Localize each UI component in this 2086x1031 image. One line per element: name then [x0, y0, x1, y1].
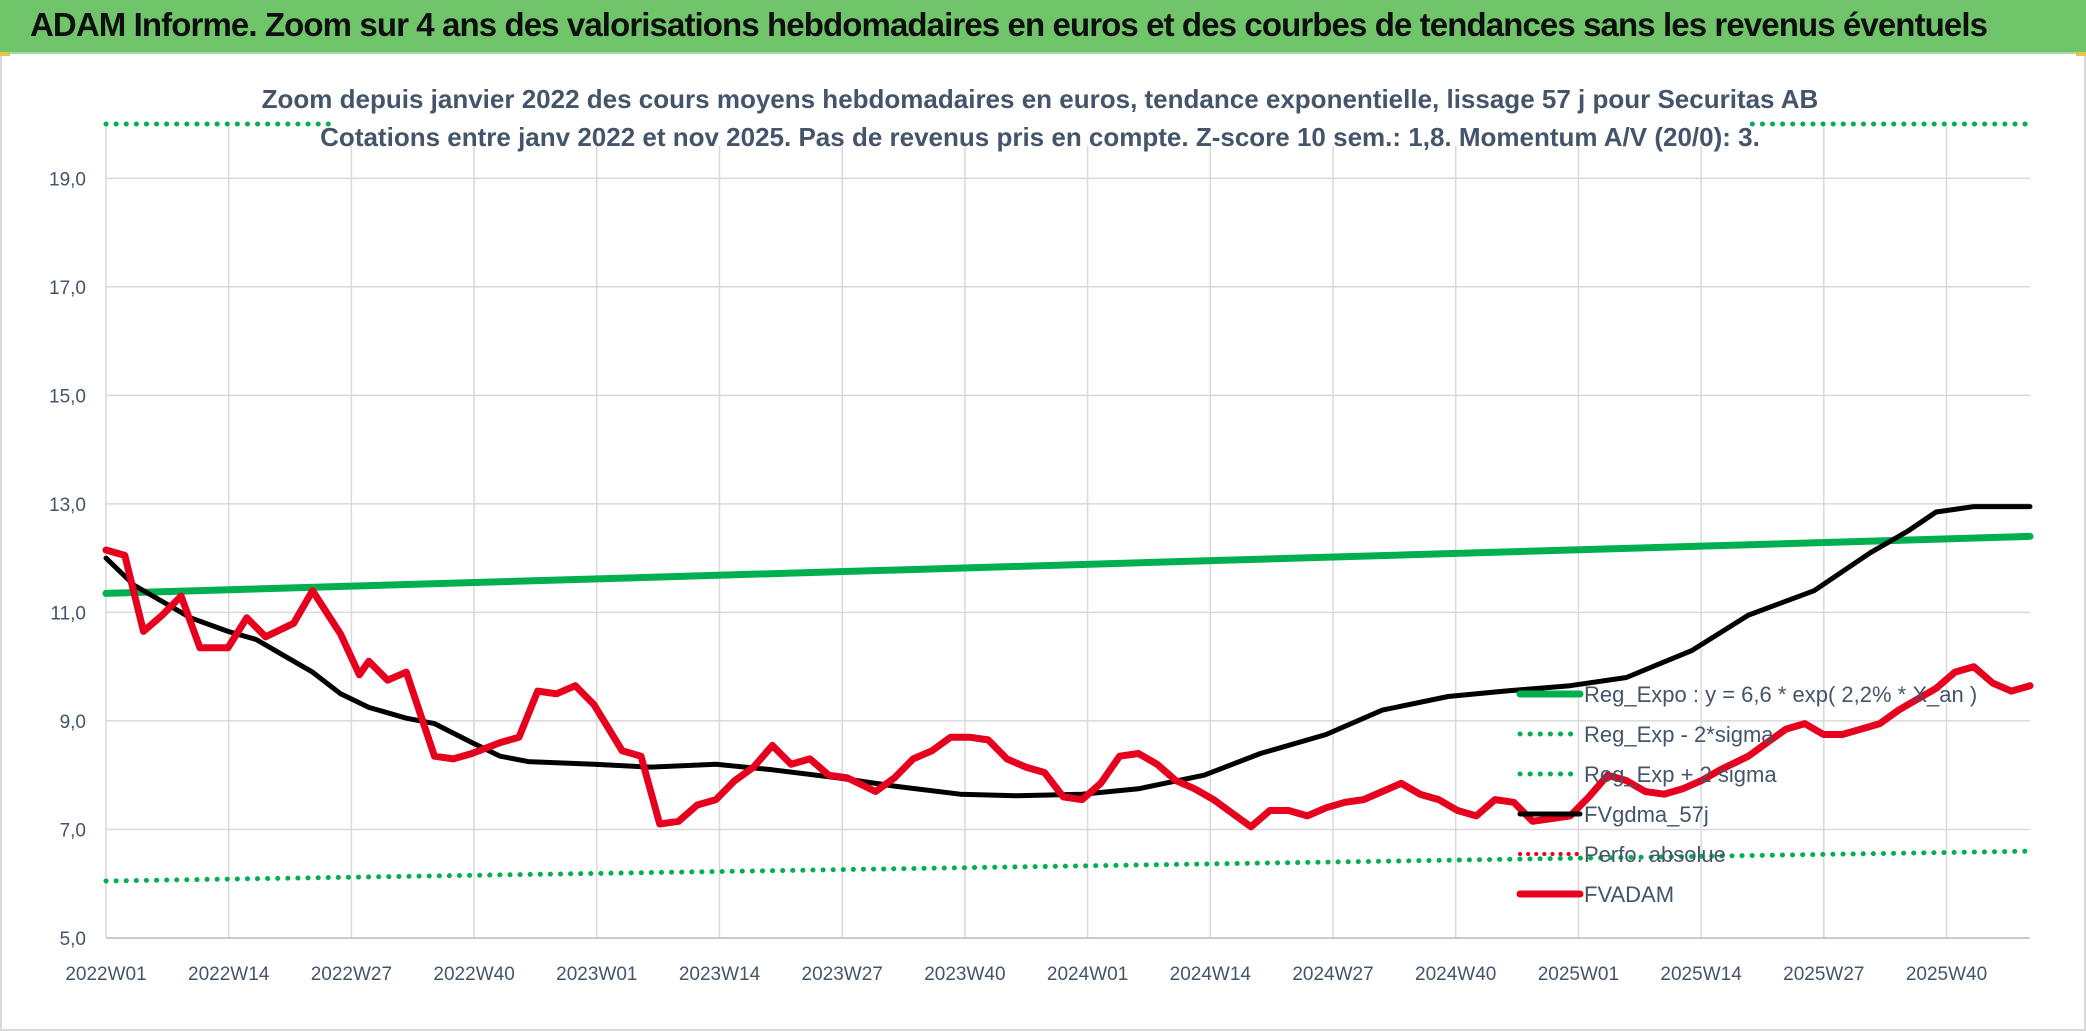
report-banner: ADAM Informe. Zoom sur 4 ans des valoris…: [0, 0, 2086, 54]
legend-label: Reg_Expo : y = 6,6 * exp( 2,2% * X_an ): [1584, 682, 1977, 707]
chart-grid: [105, 124, 2030, 939]
chart-title: Zoom depuis janvier 2022 des cours moyen…: [262, 84, 1819, 114]
x-tick-label: 2023W27: [802, 964, 883, 985]
legend-label: FVgdma_57j: [1584, 802, 1709, 827]
banner-accent-left: [0, 52, 10, 56]
x-tick-label: 2025W40: [1906, 964, 1987, 985]
x-tick-label: 2025W14: [1660, 964, 1742, 985]
chart-title-background: [335, 78, 1745, 146]
fvadam-line: [102, 546, 2034, 831]
x-tick-label: 2025W01: [1538, 964, 1619, 985]
reg-expo-line: [102, 532, 2034, 597]
y-tick-label: 5,0: [60, 929, 86, 950]
banner-accent-right: [2076, 52, 2086, 56]
legend-label: FVADAM: [1584, 882, 1674, 907]
y-tick-label: 7,0: [60, 820, 86, 841]
fvgdma-57j-line: [103, 504, 2033, 799]
x-tick-label: 2024W40: [1415, 964, 1496, 985]
y-tick-label: 15,0: [49, 386, 86, 407]
legend-label: Reg_Exp - 2*sigma: [1584, 722, 1774, 747]
y-tick-label: 11,0: [50, 603, 86, 624]
y-tick-label: 13,0: [49, 495, 86, 516]
y-tick-label: 9,0: [60, 712, 86, 733]
x-tick-label: 2024W27: [1292, 964, 1373, 985]
x-tick-label: 2022W27: [311, 964, 392, 985]
x-tick-label: 2022W01: [65, 964, 146, 985]
x-tick-label: 2025W27: [1783, 964, 1864, 985]
x-tick-label: 2023W40: [924, 964, 1005, 985]
banner-title: ADAM Informe. Zoom sur 4 ans des valoris…: [30, 6, 1988, 43]
x-tick-label: 2024W14: [1170, 964, 1252, 985]
chart-subtitle: Cotations entre janv 2022 et nov 2025. P…: [320, 122, 1760, 152]
x-tick-label: 2024W01: [1047, 964, 1128, 985]
x-tick-label: 2023W14: [679, 964, 761, 985]
y-tick-label: 19,0: [49, 169, 86, 190]
x-axis-ticks: 2022W01 2022W14 2022W27 2022W40 2023W01 2023W…: [65, 964, 1987, 985]
x-tick-label: 2022W14: [188, 964, 270, 985]
y-axis-ticks: 5,0 7,0 9,0 11,0 13,0 15,0 17,0 19,0: [49, 169, 86, 950]
x-tick-label: 2023W01: [556, 964, 637, 985]
chart-legend: Reg_Expo : y = 6,6 * exp( 2,2% * X_an ) R…: [1516, 682, 1977, 907]
reg-exp-minus-2sigma-line: [103, 848, 2033, 884]
x-tick-label: 2022W40: [433, 964, 514, 985]
legend-label: Reg_Exp + 2 sigma: [1584, 762, 1777, 787]
y-tick-label: 17,0: [49, 278, 86, 299]
legend-label: Perfo. absolue: [1584, 842, 1726, 867]
